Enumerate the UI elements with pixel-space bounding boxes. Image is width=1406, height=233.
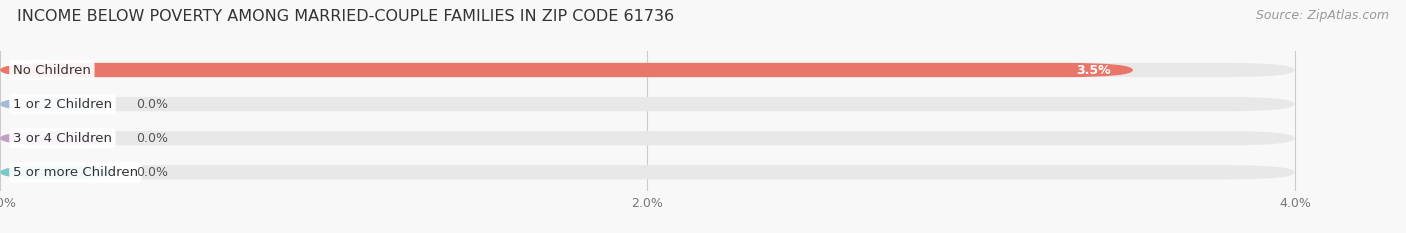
FancyBboxPatch shape	[0, 165, 1295, 179]
FancyBboxPatch shape	[0, 131, 114, 145]
Text: 3 or 4 Children: 3 or 4 Children	[13, 132, 112, 145]
FancyBboxPatch shape	[0, 63, 1295, 77]
FancyBboxPatch shape	[0, 97, 1295, 111]
FancyBboxPatch shape	[0, 165, 114, 179]
FancyBboxPatch shape	[0, 97, 114, 111]
Text: Source: ZipAtlas.com: Source: ZipAtlas.com	[1256, 9, 1389, 22]
Text: 5 or more Children: 5 or more Children	[13, 166, 138, 179]
Text: 3.5%: 3.5%	[1076, 64, 1111, 76]
Text: 0.0%: 0.0%	[136, 166, 167, 179]
Text: INCOME BELOW POVERTY AMONG MARRIED-COUPLE FAMILIES IN ZIP CODE 61736: INCOME BELOW POVERTY AMONG MARRIED-COUPL…	[17, 9, 673, 24]
FancyBboxPatch shape	[0, 131, 1295, 145]
Text: No Children: No Children	[13, 64, 91, 76]
Text: 0.0%: 0.0%	[136, 98, 167, 111]
FancyBboxPatch shape	[0, 63, 1133, 77]
Text: 0.0%: 0.0%	[136, 132, 167, 145]
Text: 1 or 2 Children: 1 or 2 Children	[13, 98, 112, 111]
